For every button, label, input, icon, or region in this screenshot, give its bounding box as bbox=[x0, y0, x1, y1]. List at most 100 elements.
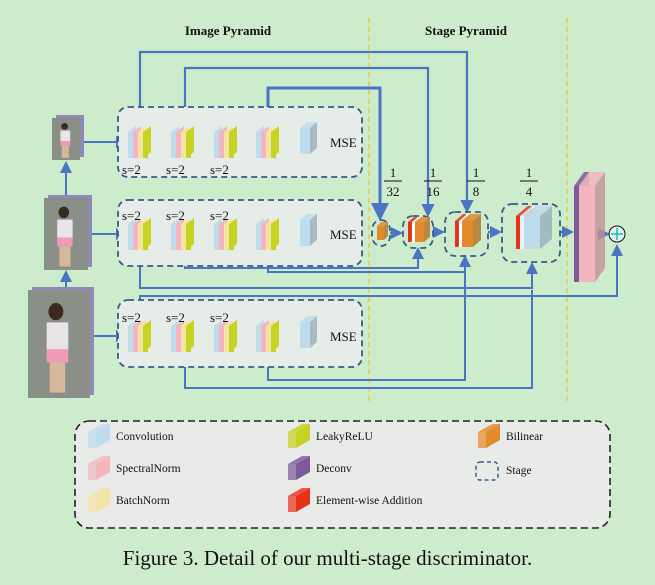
fraction-numerator: 1 bbox=[390, 165, 397, 180]
layer-face bbox=[271, 132, 276, 158]
fraction-denominator: 8 bbox=[473, 184, 480, 199]
conv-block bbox=[214, 218, 237, 250]
output-conv bbox=[300, 122, 317, 154]
layer-face bbox=[171, 326, 176, 352]
connection-arrow bbox=[183, 66, 435, 218]
conv-block bbox=[128, 218, 151, 250]
layer-face bbox=[128, 224, 133, 250]
element-wise-addition bbox=[608, 225, 626, 243]
layer-face bbox=[133, 326, 138, 352]
row-stage-box bbox=[117, 106, 363, 178]
layer-face bbox=[138, 132, 143, 158]
fraction-numerator: 1 bbox=[473, 165, 480, 180]
conv-block bbox=[524, 206, 552, 249]
layer-face bbox=[181, 224, 186, 250]
stage-box-1-8 bbox=[444, 211, 489, 257]
legend-swatch bbox=[288, 456, 310, 480]
stage-box-1-16 bbox=[402, 215, 434, 249]
legend-label: LeakyReLU bbox=[316, 431, 374, 443]
legend-label: SpectralNorm bbox=[116, 463, 181, 475]
layer-face bbox=[133, 132, 138, 158]
row-stage-box bbox=[117, 299, 363, 368]
connection-arrow bbox=[266, 86, 389, 221]
mse-label: MSE bbox=[330, 227, 357, 242]
layer-face bbox=[138, 326, 143, 352]
fraction-denominator: 16 bbox=[427, 184, 441, 199]
conv-block bbox=[256, 126, 279, 158]
layer-face bbox=[261, 224, 266, 250]
figure-caption: Figure 3. Detail of our multi-stage disc… bbox=[122, 546, 533, 570]
bilinear-block bbox=[415, 217, 430, 242]
legend-label: BatchNorm bbox=[116, 495, 170, 507]
input-image-3 bbox=[28, 287, 94, 398]
layer-face bbox=[186, 326, 191, 352]
stage-pyramid-title: Stage Pyramid bbox=[425, 23, 508, 38]
layer-face bbox=[133, 224, 138, 250]
layer-face bbox=[181, 326, 186, 352]
layer-face bbox=[256, 224, 261, 250]
stride-label: s=2 bbox=[122, 310, 141, 325]
layer-face bbox=[138, 224, 143, 250]
stride-label: s=2 bbox=[122, 208, 141, 223]
layer-face bbox=[219, 326, 224, 352]
layer-face bbox=[266, 132, 271, 158]
legend-swatch bbox=[88, 488, 110, 512]
legend-label: Bilinear bbox=[506, 431, 543, 443]
layer-face bbox=[214, 326, 219, 352]
mse-label: MSE bbox=[330, 135, 357, 150]
layer-face bbox=[266, 224, 271, 250]
conv-block bbox=[128, 126, 151, 158]
stride-label: s=2 bbox=[210, 310, 229, 325]
layer-face bbox=[266, 326, 271, 352]
legend-swatch bbox=[478, 424, 500, 448]
mse-label: MSE bbox=[330, 329, 357, 344]
layer-face bbox=[186, 132, 191, 158]
connection-arrow bbox=[138, 50, 474, 214]
layer-face bbox=[143, 224, 148, 250]
output-conv bbox=[300, 316, 317, 348]
layer-face bbox=[256, 326, 261, 352]
layer-face bbox=[128, 326, 133, 352]
layer-face bbox=[229, 132, 234, 158]
layer-face bbox=[256, 132, 261, 158]
layer-face bbox=[176, 224, 181, 250]
conv-block bbox=[171, 320, 194, 352]
layer-face bbox=[224, 224, 229, 250]
fraction-numerator: 1 bbox=[430, 165, 437, 180]
layer-face bbox=[219, 132, 224, 158]
conv-block bbox=[171, 218, 194, 250]
scale-fraction: 132 bbox=[384, 165, 402, 199]
conv-block bbox=[214, 320, 237, 352]
layer-blocks bbox=[28, 115, 626, 398]
image-pyramid-title: Image Pyramid bbox=[185, 23, 272, 38]
fraction-numerator: 1 bbox=[526, 165, 533, 180]
layer-face bbox=[229, 326, 234, 352]
stage-legend-swatch bbox=[475, 461, 499, 481]
layer-face bbox=[271, 224, 276, 250]
legend-box bbox=[74, 420, 611, 529]
conv-block bbox=[171, 126, 194, 158]
legend-label: Element-wise Addition bbox=[316, 495, 423, 507]
layer-face bbox=[143, 132, 148, 158]
conv-block bbox=[214, 126, 237, 158]
input-image-1 bbox=[52, 115, 84, 160]
scale-fraction: 14 bbox=[520, 165, 538, 199]
connection-arrow bbox=[184, 290, 533, 389]
connection-arrow bbox=[139, 250, 538, 289]
fraction-denominator: 32 bbox=[387, 184, 400, 199]
conv-block bbox=[579, 172, 605, 282]
output-conv bbox=[300, 214, 317, 246]
legend-label: Stage bbox=[506, 465, 532, 477]
layer-face bbox=[176, 132, 181, 158]
layer-face bbox=[224, 132, 229, 158]
legend-label: Deconv bbox=[316, 463, 352, 475]
layer-face bbox=[214, 224, 219, 250]
stride-label: s=2 bbox=[166, 310, 185, 325]
layer-face bbox=[186, 224, 191, 250]
layer-face bbox=[271, 326, 276, 352]
legend-swatch bbox=[288, 488, 310, 512]
stride-label: s=2 bbox=[210, 208, 229, 223]
legend: Convolution SpectralNorm BatchNorm LeakyReL… bbox=[74, 420, 611, 529]
stage-box-1-4 bbox=[501, 203, 561, 263]
